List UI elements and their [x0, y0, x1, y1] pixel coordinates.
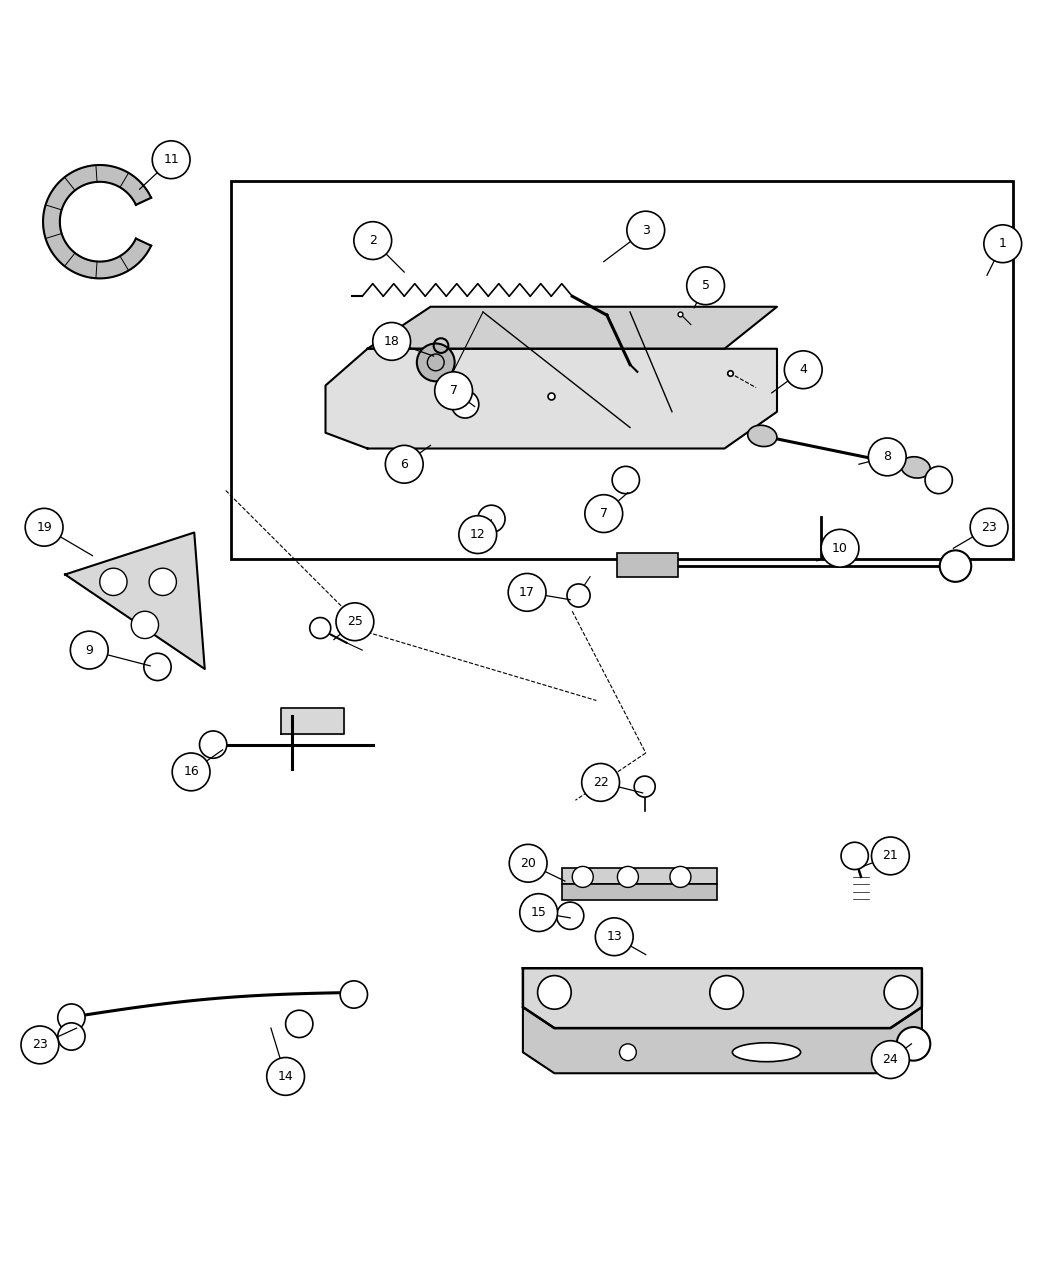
Circle shape	[478, 505, 505, 533]
Circle shape	[538, 975, 571, 1010]
Circle shape	[868, 439, 906, 476]
Circle shape	[172, 754, 210, 790]
Circle shape	[897, 1028, 930, 1061]
Circle shape	[354, 222, 392, 260]
Circle shape	[841, 843, 868, 870]
Text: 25: 25	[346, 616, 363, 629]
Circle shape	[925, 467, 952, 493]
Text: 5: 5	[701, 279, 710, 292]
Circle shape	[872, 836, 909, 875]
Text: 10: 10	[832, 542, 848, 555]
Circle shape	[144, 653, 171, 681]
Circle shape	[984, 224, 1022, 263]
Circle shape	[459, 515, 497, 553]
Circle shape	[310, 617, 331, 639]
Circle shape	[556, 903, 584, 929]
Circle shape	[100, 569, 127, 595]
Circle shape	[617, 867, 638, 887]
Circle shape	[509, 844, 547, 882]
Circle shape	[595, 918, 633, 956]
Circle shape	[884, 975, 918, 1010]
Circle shape	[149, 569, 176, 595]
Text: 6: 6	[400, 458, 408, 470]
Circle shape	[58, 1003, 85, 1031]
Circle shape	[687, 266, 724, 305]
Polygon shape	[523, 1007, 922, 1074]
Circle shape	[784, 351, 822, 389]
Text: 17: 17	[519, 585, 536, 599]
Text: 1: 1	[999, 237, 1007, 250]
Text: 7: 7	[600, 507, 608, 520]
Polygon shape	[368, 307, 777, 349]
Text: 24: 24	[882, 1053, 898, 1066]
Circle shape	[200, 731, 227, 759]
Ellipse shape	[748, 426, 777, 446]
Text: 7: 7	[449, 384, 458, 398]
Polygon shape	[326, 349, 777, 449]
Circle shape	[385, 445, 423, 483]
Text: 19: 19	[36, 520, 52, 534]
Text: 18: 18	[383, 335, 400, 348]
Text: 2: 2	[369, 235, 377, 247]
Text: 3: 3	[642, 223, 650, 237]
Text: 13: 13	[607, 931, 622, 944]
Circle shape	[417, 343, 455, 381]
Polygon shape	[281, 708, 344, 734]
Circle shape	[452, 390, 479, 418]
Circle shape	[567, 584, 590, 607]
Circle shape	[520, 894, 558, 932]
Ellipse shape	[733, 1043, 800, 1062]
Circle shape	[152, 140, 190, 178]
Circle shape	[585, 495, 623, 533]
Circle shape	[627, 212, 665, 249]
Circle shape	[670, 867, 691, 887]
FancyBboxPatch shape	[231, 181, 1013, 558]
Circle shape	[336, 603, 374, 640]
Circle shape	[508, 574, 546, 611]
Ellipse shape	[901, 456, 930, 478]
Circle shape	[572, 867, 593, 887]
Circle shape	[872, 1040, 909, 1079]
Polygon shape	[523, 968, 922, 1028]
Text: 12: 12	[470, 528, 485, 541]
Circle shape	[582, 764, 620, 801]
Circle shape	[58, 1023, 85, 1051]
Text: 23: 23	[981, 520, 996, 534]
FancyBboxPatch shape	[617, 553, 678, 576]
Text: 8: 8	[883, 450, 891, 463]
Circle shape	[821, 529, 859, 567]
Text: 4: 4	[799, 363, 807, 376]
Text: 16: 16	[183, 765, 200, 779]
Circle shape	[70, 631, 108, 669]
Circle shape	[620, 1044, 636, 1061]
Text: 9: 9	[85, 644, 93, 657]
Text: 14: 14	[277, 1070, 294, 1082]
Text: 20: 20	[520, 857, 537, 870]
Circle shape	[612, 467, 639, 493]
Circle shape	[940, 551, 971, 581]
Text: 15: 15	[530, 907, 547, 919]
Circle shape	[435, 372, 472, 409]
FancyBboxPatch shape	[562, 885, 717, 900]
Circle shape	[710, 975, 743, 1010]
Circle shape	[340, 980, 367, 1009]
Circle shape	[286, 1010, 313, 1038]
Text: 23: 23	[32, 1038, 48, 1052]
Polygon shape	[65, 533, 205, 669]
FancyBboxPatch shape	[562, 868, 717, 885]
Circle shape	[373, 323, 411, 361]
Circle shape	[267, 1057, 304, 1095]
Circle shape	[634, 776, 655, 797]
Text: 11: 11	[164, 153, 179, 166]
Circle shape	[970, 509, 1008, 546]
Circle shape	[21, 1026, 59, 1063]
Circle shape	[131, 611, 159, 639]
Text: 22: 22	[592, 776, 608, 789]
Polygon shape	[43, 164, 151, 278]
Circle shape	[25, 509, 63, 546]
Text: 21: 21	[882, 849, 898, 862]
